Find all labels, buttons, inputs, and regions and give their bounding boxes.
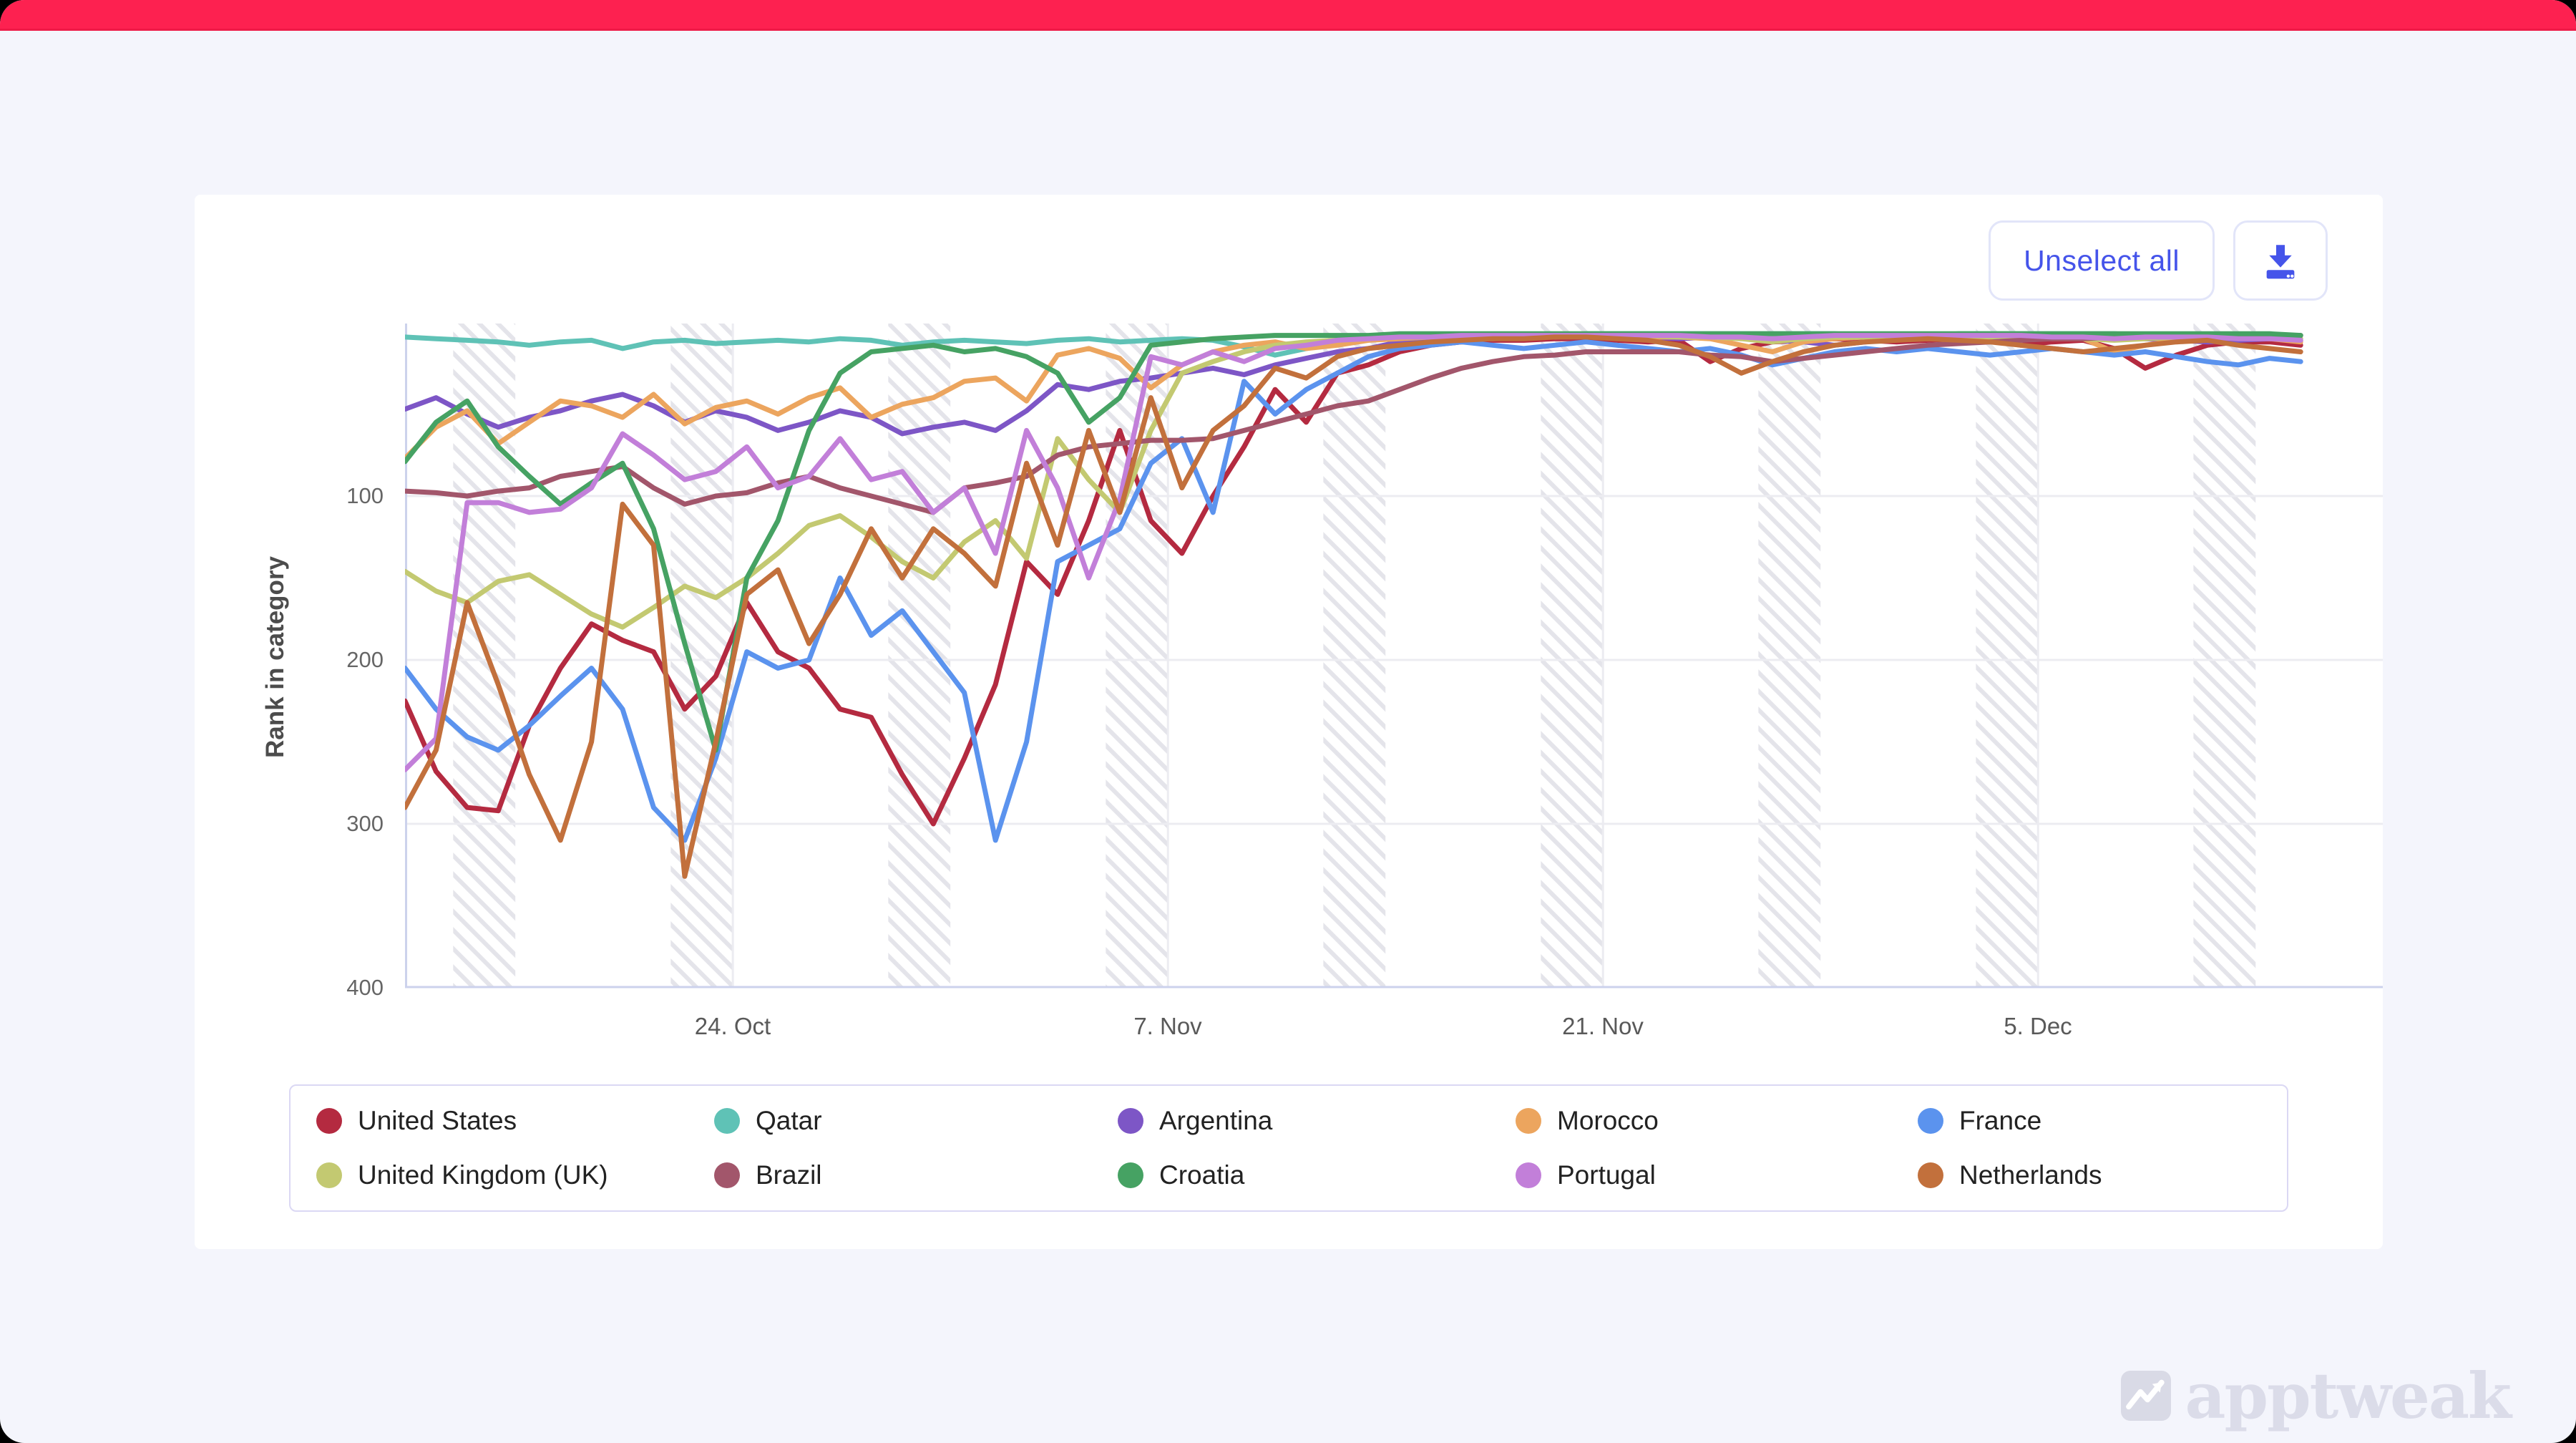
chart-toolbar: Unselect all	[1989, 220, 2328, 301]
weekend-band	[1976, 324, 2039, 987]
legend-item-netherlands[interactable]: Netherlands	[1918, 1150, 2287, 1201]
series-line-portugal	[402, 333, 2303, 772]
legend-dot	[714, 1162, 740, 1188]
x-tick-7nov: 7. Nov	[1133, 1013, 1202, 1039]
legend-item-united-kingdom-uk-[interactable]: United Kingdom (UK)	[316, 1150, 714, 1201]
legend-item-argentina[interactable]: Argentina	[1118, 1095, 1516, 1147]
legend-dot	[316, 1162, 342, 1188]
legend-label: Morocco	[1557, 1106, 1659, 1135]
legend-item-france[interactable]: France	[1918, 1095, 2287, 1147]
legend-dot	[1118, 1108, 1143, 1134]
y-tick-100: 100	[346, 483, 384, 508]
legend-label: Croatia	[1159, 1160, 1245, 1190]
weekend-band	[2193, 324, 2256, 987]
weekend-band	[888, 324, 951, 987]
x-tick-21nov: 21. Nov	[1562, 1013, 1644, 1039]
download-button[interactable]	[2233, 220, 2328, 301]
legend-dot	[714, 1108, 740, 1134]
axis-lines	[405, 324, 2383, 988]
rank-chart-plot	[402, 324, 2383, 992]
legend-dot	[316, 1108, 342, 1134]
legend-item-brazil[interactable]: Brazil	[714, 1150, 1118, 1201]
series-line-france	[402, 339, 2303, 843]
top-accent-bar	[0, 0, 2576, 31]
legend-label: Netherlands	[1959, 1160, 2102, 1190]
y-tick-200: 200	[346, 647, 384, 672]
series-line-netherlands	[402, 334, 2303, 879]
legend-label: United Kingdom (UK)	[358, 1160, 608, 1190]
apptweak-logo-icon	[2120, 1371, 2171, 1421]
legend-label: Qatar	[756, 1106, 822, 1135]
legend-dot	[1118, 1162, 1143, 1188]
legend-item-united-states[interactable]: United States	[316, 1095, 714, 1147]
apptweak-wordmark: apptweak	[2185, 1359, 2512, 1433]
legend-dot	[1918, 1108, 1943, 1134]
y-tick-300: 300	[346, 811, 384, 836]
legend-item-morocco[interactable]: Morocco	[1516, 1095, 1918, 1147]
legend-item-portugal[interactable]: Portugal	[1516, 1150, 1918, 1201]
weekend-band	[453, 324, 516, 987]
legend-dot	[1516, 1162, 1541, 1188]
weekend-band	[1323, 324, 1386, 987]
legend-dot	[1918, 1162, 1943, 1188]
series-lines	[402, 331, 2303, 879]
weekend-band	[1541, 324, 1604, 987]
apptweak-watermark: apptweak	[2120, 1359, 2512, 1433]
x-tick-24oct: 24. Oct	[694, 1013, 771, 1039]
chart-card: Unselect all Rank in category 100 200 30…	[195, 195, 2383, 1249]
rank-chart	[402, 324, 2383, 988]
legend-item-croatia[interactable]: Croatia	[1118, 1150, 1516, 1201]
y-tick-400: 400	[346, 975, 384, 1000]
legend-label: Argentina	[1159, 1106, 1273, 1135]
x-tick-5dec: 5. Dec	[2004, 1013, 2072, 1039]
weekend-band	[1758, 324, 1821, 987]
chart-legend: United States Qatar Argentina Morocco France…	[289, 1084, 2288, 1212]
legend-dot	[1516, 1108, 1541, 1134]
legend-label: Brazil	[756, 1160, 822, 1190]
legend-label: France	[1959, 1106, 2042, 1135]
legend-label: United States	[358, 1106, 517, 1135]
legend-label: Portugal	[1557, 1160, 1656, 1190]
download-icon	[2260, 240, 2301, 281]
unselect-all-button[interactable]: Unselect all	[1989, 220, 2215, 301]
weekend-bands	[453, 324, 2256, 987]
legend-item-qatar[interactable]: Qatar	[714, 1095, 1118, 1147]
